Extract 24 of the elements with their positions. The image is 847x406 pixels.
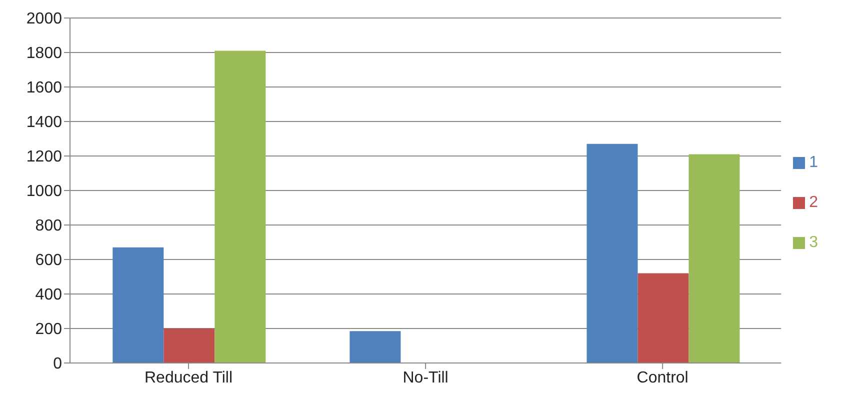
x-tick-label: Reduced Till [144,369,233,386]
y-tick-label: 600 [35,252,62,270]
y-tick-label: 2000 [26,10,62,28]
y-tick-label: 1600 [26,80,62,97]
y-tick-label: 1200 [26,148,62,166]
y-tick-label: 800 [35,218,62,235]
x-tick-label: No-Till [402,369,448,386]
bar [638,273,689,363]
y-tick-label: 0 [53,356,62,373]
x-tick-label: Control [636,369,688,386]
bar [350,331,401,363]
y-tick-label: 400 [35,286,62,304]
bar [214,50,266,363]
legend-label: 1 [809,154,818,171]
legend-label: 2 [809,194,818,211]
y-tick-label: 1400 [26,114,62,132]
bar [164,328,215,363]
legend-label: 3 [809,234,818,251]
y-tick-label: 1800 [26,45,62,62]
y-tick-label: 200 [35,321,62,338]
bar [112,247,164,363]
y-tick-label: 1000 [26,183,62,200]
bar [586,144,638,363]
bar [688,154,740,363]
